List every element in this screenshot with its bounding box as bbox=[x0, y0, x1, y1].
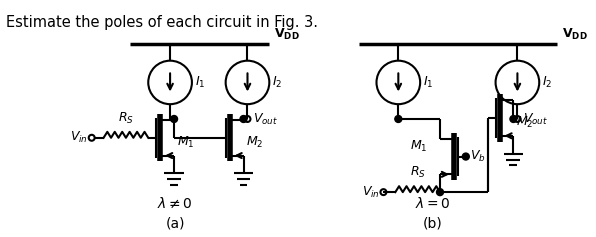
Text: $\mathit{M_1}$: $\mathit{M_1}$ bbox=[410, 139, 428, 154]
Circle shape bbox=[170, 115, 178, 123]
Text: (a): (a) bbox=[165, 217, 185, 231]
Text: $\mathit{M_1}$: $\mathit{M_1}$ bbox=[177, 135, 194, 150]
Circle shape bbox=[395, 115, 402, 123]
Circle shape bbox=[462, 153, 469, 160]
Text: $\lambda \neq 0$: $\lambda \neq 0$ bbox=[157, 197, 193, 211]
Text: Estimate the poles of each circuit in Fig. 3.: Estimate the poles of each circuit in Fi… bbox=[7, 15, 318, 30]
Circle shape bbox=[510, 115, 517, 123]
Text: $\mathit{I_1}$: $\mathit{I_1}$ bbox=[195, 75, 205, 90]
Text: $\mathbf{V_{DD}}$: $\mathbf{V_{DD}}$ bbox=[562, 27, 588, 42]
Text: $\mathit{V_{in}}$: $\mathit{V_{in}}$ bbox=[362, 185, 380, 200]
Circle shape bbox=[240, 115, 247, 123]
Text: $\lambda = 0$: $\lambda = 0$ bbox=[415, 196, 451, 211]
Text: $\mathbf{V_{DD}}$: $\mathbf{V_{DD}}$ bbox=[274, 27, 300, 42]
Text: $\mathit{I_2}$: $\mathit{I_2}$ bbox=[272, 75, 283, 90]
Text: $\mathit{I_2}$: $\mathit{I_2}$ bbox=[542, 75, 552, 90]
Text: (b): (b) bbox=[423, 217, 443, 231]
Text: $\mathit{R_S}$: $\mathit{R_S}$ bbox=[118, 111, 134, 126]
Text: $\mathit{V_b}$: $\mathit{V_b}$ bbox=[470, 149, 486, 164]
Circle shape bbox=[436, 189, 443, 196]
Text: $\mathit{V_{out}}$: $\mathit{V_{out}}$ bbox=[523, 111, 548, 127]
Text: $\mathit{V_{out}}$: $\mathit{V_{out}}$ bbox=[253, 111, 278, 127]
Text: $\mathit{M_2}$: $\mathit{M_2}$ bbox=[516, 115, 534, 131]
Text: $\mathit{R_S}$: $\mathit{R_S}$ bbox=[409, 165, 426, 180]
Text: $\mathit{I_1}$: $\mathit{I_1}$ bbox=[423, 75, 433, 90]
Text: $\mathit{V_{in}}$: $\mathit{V_{in}}$ bbox=[70, 130, 88, 145]
Text: $\mathit{M_2}$: $\mathit{M_2}$ bbox=[247, 135, 264, 150]
